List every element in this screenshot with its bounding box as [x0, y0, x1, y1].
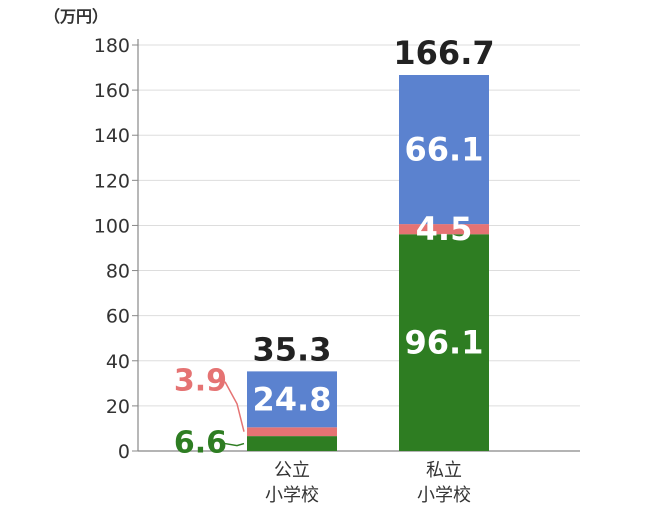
bar-segment	[399, 224, 489, 235]
y-tick-label: 40	[106, 351, 130, 373]
x-category-label: 小学校	[265, 485, 319, 506]
segment-label: 24.8	[253, 380, 332, 418]
y-tick-label: 160	[94, 80, 130, 102]
bar-segment	[247, 427, 337, 437]
bar-segment	[399, 234, 489, 451]
y-tick-label: 180	[94, 35, 130, 57]
x-category-label: 公立	[274, 460, 310, 481]
bar-segment	[399, 74, 489, 225]
y-tick-label: 20	[106, 396, 130, 418]
total-label: 166.7	[393, 34, 494, 72]
bars	[247, 74, 489, 451]
data-labels: 35.3 6.6 3.9 24.8 166.7 96.1 4.5 66.1	[174, 34, 495, 461]
segment-label-outside: 3.9	[174, 364, 227, 399]
y-tick-label: 100	[94, 215, 130, 237]
y-tick-label: 140	[94, 125, 130, 147]
y-axis-unit-label: （万円）	[44, 7, 108, 26]
y-axis: 0 20 40 60 80 100 120 140 160 180	[94, 35, 580, 463]
x-category-label: 私立	[426, 460, 462, 481]
segment-label: 4.5	[416, 210, 473, 248]
total-label: 35.3	[253, 330, 332, 368]
bar-segment	[247, 436, 337, 451]
grid-lines	[138, 44, 580, 407]
segment-label: 96.1	[405, 324, 484, 362]
leader-line	[224, 381, 245, 432]
y-tick-label: 80	[106, 261, 130, 283]
x-category-label: 小学校	[417, 485, 471, 506]
y-tick-label: 60	[106, 306, 130, 328]
segment-label: 66.1	[405, 131, 484, 169]
bar-segment	[247, 371, 337, 428]
y-tick-label: 0	[118, 441, 130, 463]
leader-line	[224, 442, 245, 447]
y-tick-label: 120	[94, 170, 130, 192]
segment-label-outside: 6.6	[174, 426, 227, 461]
